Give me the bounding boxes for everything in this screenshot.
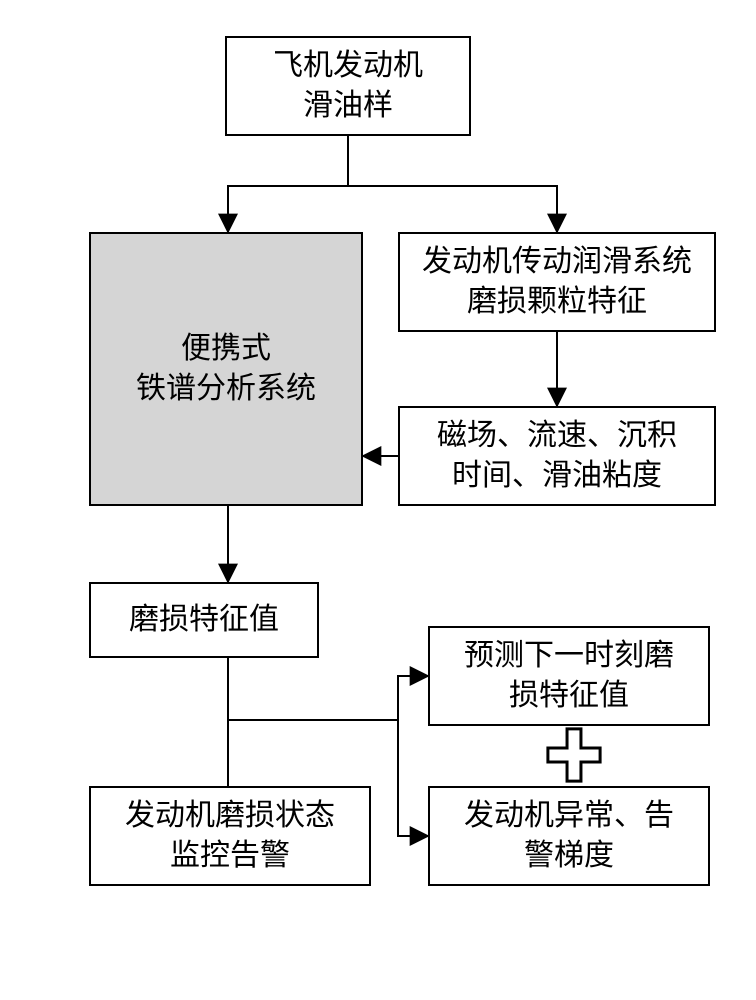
- node-label-line: 发动机磨损状态: [125, 796, 335, 837]
- node-oil-sample: 飞机发动机 滑油样: [225, 36, 471, 136]
- edge-e8: [398, 720, 428, 836]
- node-label-line: 损特征值: [464, 676, 674, 717]
- node-label-line: 磨损特征值: [129, 600, 279, 641]
- node-label-line: 时间、滑油粘度: [437, 456, 677, 497]
- node-label-line: 滑油样: [273, 86, 423, 127]
- plus-icon: [545, 726, 603, 784]
- node-abnormal-alarm-gradient: 发动机异常、告 警梯度: [428, 786, 710, 886]
- node-label-line: 监控告警: [125, 836, 335, 877]
- node-label-line: 铁谱分析系统: [136, 369, 316, 410]
- node-label-line: 便携式: [136, 329, 316, 370]
- node-ferrography-system: 便携式 铁谱分析系统: [89, 232, 363, 506]
- edge-e1: [228, 136, 348, 232]
- node-wear-monitor-alarm: 发动机磨损状态 监控告警: [89, 786, 371, 886]
- node-label-line: 飞机发动机: [273, 46, 423, 87]
- node-parameters: 磁场、流速、沉积 时间、滑油粘度: [398, 406, 716, 506]
- node-label-line: 发动机传动润滑系统: [422, 242, 692, 283]
- node-wear-feature-value: 磨损特征值: [89, 582, 319, 658]
- edge-e7: [228, 676, 428, 720]
- node-wear-particle-features: 发动机传动润滑系统 磨损颗粒特征: [398, 232, 716, 332]
- node-predict-next: 预测下一时刻磨 损特征值: [428, 626, 710, 726]
- node-label-line: 磁场、流速、沉积: [437, 416, 677, 457]
- node-label-line: 发动机异常、告: [464, 796, 674, 837]
- node-label-line: 磨损颗粒特征: [422, 282, 692, 323]
- node-label-line: 警梯度: [464, 836, 674, 877]
- node-label-line: 预测下一时刻磨: [464, 636, 674, 677]
- edge-e2: [348, 186, 557, 232]
